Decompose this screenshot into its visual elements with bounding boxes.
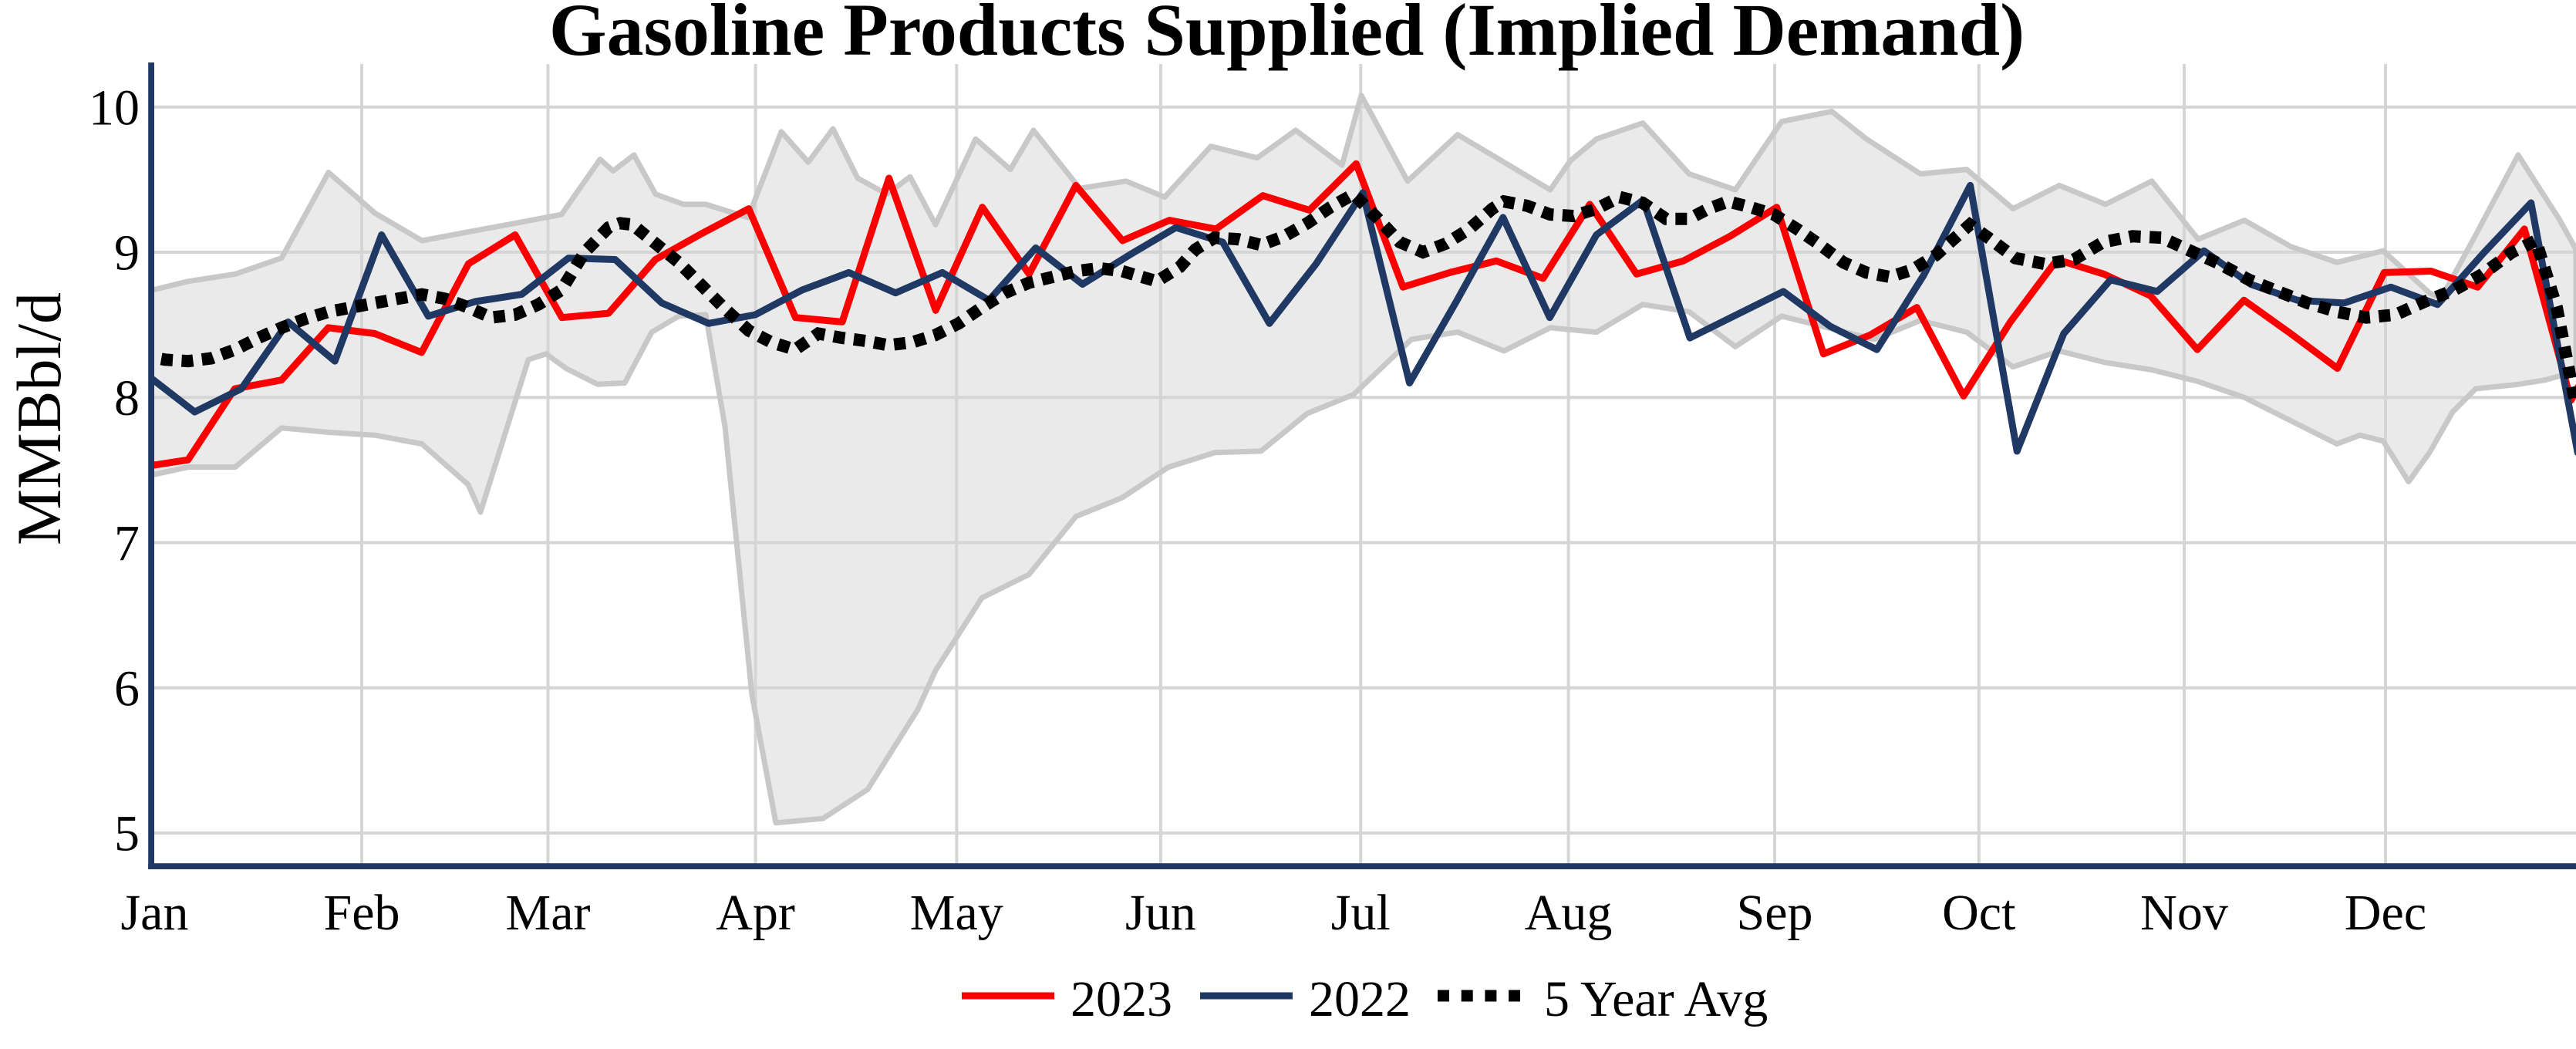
svg-text:Aug: Aug — [1525, 885, 1613, 941]
svg-text:Oct: Oct — [1942, 885, 2015, 941]
svg-text:May: May — [910, 885, 1003, 941]
svg-text:Gasoline Products Supplied (Im: Gasoline Products Supplied (Implied Dema… — [549, 0, 2025, 71]
svg-text:Apr: Apr — [716, 885, 795, 941]
svg-text:5: 5 — [114, 806, 140, 862]
svg-text:10: 10 — [89, 79, 140, 136]
svg-text:MMBbl/d: MMBbl/d — [4, 292, 74, 545]
svg-text:2023: 2023 — [1071, 971, 1172, 1027]
svg-text:7: 7 — [114, 515, 140, 572]
svg-text:Dec: Dec — [2345, 885, 2426, 941]
svg-text:Feb: Feb — [324, 885, 400, 941]
svg-text:Jan: Jan — [121, 885, 189, 941]
svg-text:6: 6 — [114, 660, 140, 717]
svg-text:Sep: Sep — [1737, 885, 1813, 941]
svg-text:Mar: Mar — [506, 885, 591, 941]
svg-text:2022: 2022 — [1309, 971, 1411, 1027]
svg-text:Jun: Jun — [1125, 885, 1196, 941]
svg-text:Nov: Nov — [2140, 885, 2228, 941]
svg-text:8: 8 — [114, 370, 140, 427]
svg-text:5 Year Avg: 5 Year Avg — [1544, 971, 1768, 1027]
svg-text:9: 9 — [114, 225, 140, 282]
svg-text:Jul: Jul — [1331, 885, 1391, 941]
